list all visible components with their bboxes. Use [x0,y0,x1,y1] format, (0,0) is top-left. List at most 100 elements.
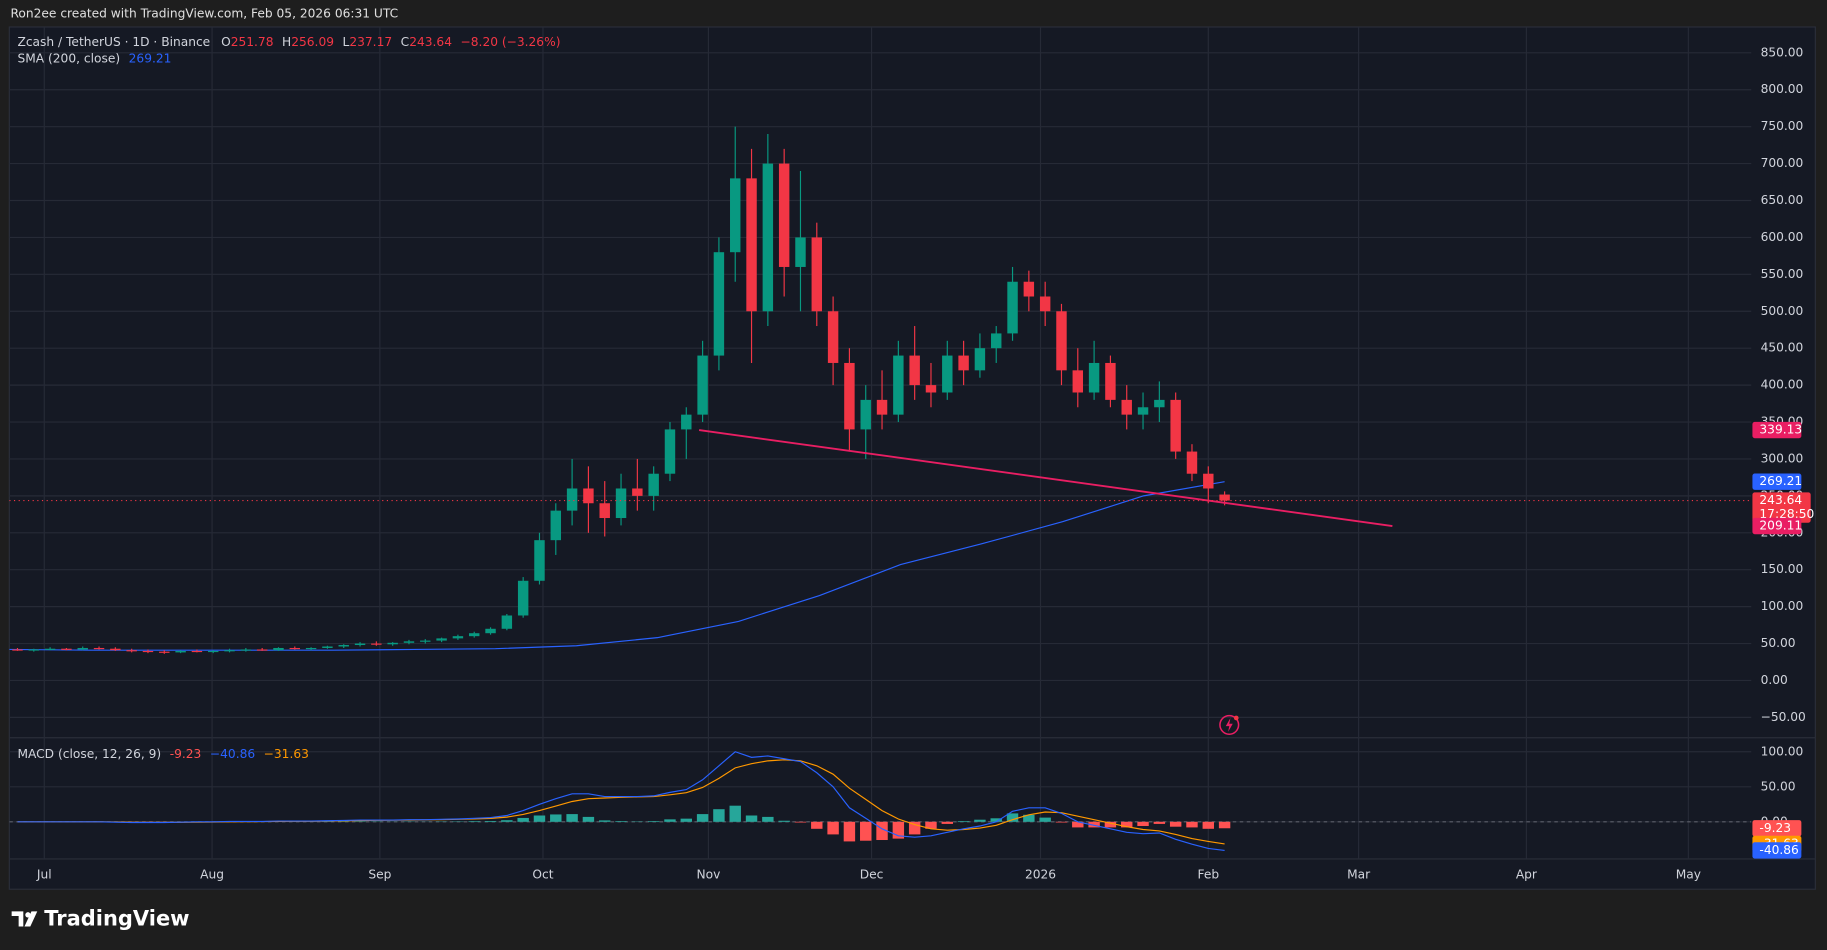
histogram-bar [1023,814,1035,822]
candle-body [1121,399,1132,415]
candle-body [1186,451,1198,474]
candle-body [762,163,774,312]
candle-body [844,362,855,430]
price-legend: Zcash / TetherUS · 1D · Binance O251.78 … [17,35,560,49]
candle-body [159,651,170,653]
symbol: Zcash / TetherUS · 1D · Binance [17,35,210,49]
candle-body [338,645,349,647]
signal-value: −31.63 [264,747,309,761]
candle-body [142,650,154,653]
histogram-bar [957,821,970,822]
sma-legend: SMA (200, close) 269.21 [17,51,171,65]
alert-icon [1219,714,1240,736]
candle-body [371,643,382,645]
candle-body [273,647,284,651]
ohlc-value: 256.09 [291,35,334,49]
macd-value: −40.86 [210,747,255,761]
y-tick-label: 600.00 [1761,230,1804,244]
ohlc-value: 243.64 [409,35,452,49]
candle-body [28,649,40,651]
candle-body [746,178,757,312]
y-tick-label: 150.00 [1761,562,1804,576]
candle-body [827,311,839,363]
histogram-bar [533,815,546,822]
macd-legend: MACD (close, 12, 26, 9) -9.23 −40.86 −31… [17,747,308,761]
histogram-bar [615,821,627,822]
candle-body [93,647,105,650]
y-tick-label: 550.00 [1761,267,1804,281]
price-badge [1752,473,1802,490]
x-tick-label: Aug [200,868,224,882]
y-tick-label: 500.00 [1761,304,1804,318]
y-tick-label: 800.00 [1761,82,1804,96]
candle-body [1007,281,1018,334]
histogram-bar [794,821,807,823]
histogram-bar [1121,821,1133,828]
histogram-bar [843,821,856,842]
histogram-bar [778,820,790,822]
candle-body [387,642,398,645]
chart-panel [8,26,1816,890]
candle-body [1154,399,1165,408]
histogram-bar [1186,821,1198,828]
histogram-bar [599,820,611,822]
histogram-bar [974,819,986,822]
histogram-bar [647,821,660,822]
candle-body [12,649,23,651]
x-tick-label: May [1676,868,1701,882]
y-tick-label: 100.00 [1761,599,1804,613]
histogram-bar [582,816,595,822]
countdown: 17:28:50 [1759,507,1814,521]
candle-body [664,429,676,474]
candle-body [681,414,692,430]
candle-body [697,355,708,415]
trendline [698,429,1393,527]
histogram-bar [762,816,774,822]
candle-body [403,641,415,643]
candle-body [534,540,545,581]
candle-body [1056,311,1067,371]
histogram-bar [1006,813,1019,822]
histogram-bar [1088,821,1100,828]
candle-body [566,488,578,511]
candle-body [550,510,562,541]
ohlc-label: L [343,35,350,49]
price-badge [1752,492,1811,523]
histogram-bar [1039,817,1051,822]
candle-body [909,355,920,386]
price-badge-label: 269.21 [1759,474,1802,488]
histogram-bar [680,818,692,822]
price-badge [1752,517,1802,535]
candle-body [452,636,464,639]
candle-body [991,333,1002,349]
candle-body [1039,296,1051,312]
candle-body [1137,407,1149,415]
macd-badge [1752,842,1802,859]
macd-badge-label: -40.86 [1759,843,1798,857]
macd-pane [9,751,1752,852]
histogram-bar [1137,821,1149,827]
macd-title: MACD (close, 12, 26, 9) [17,747,161,761]
brand-name: TradingView [44,907,189,931]
x-tick-label: Sep [368,868,391,882]
histogram-badge-label: -9.23 [1759,821,1791,835]
y-tick-label: 50.00 [1761,779,1796,793]
candle-body [175,650,186,653]
histogram-bar [484,821,497,822]
candle-body [1219,494,1230,501]
candle-body [583,488,594,504]
histogram-bar [860,821,872,841]
x-tick-label: Nov [696,868,720,882]
candle-body [61,648,72,650]
candle-body [778,163,790,267]
histogram-badge [1752,820,1802,837]
candle-body [632,488,643,496]
candle-body [322,646,333,648]
candle-body [126,650,137,652]
histogram-bar [925,821,937,829]
histogram-bar [811,821,823,829]
price-badge [1752,421,1802,439]
histogram-bar [1202,821,1214,829]
y-tick-label: 100.00 [1761,744,1804,758]
